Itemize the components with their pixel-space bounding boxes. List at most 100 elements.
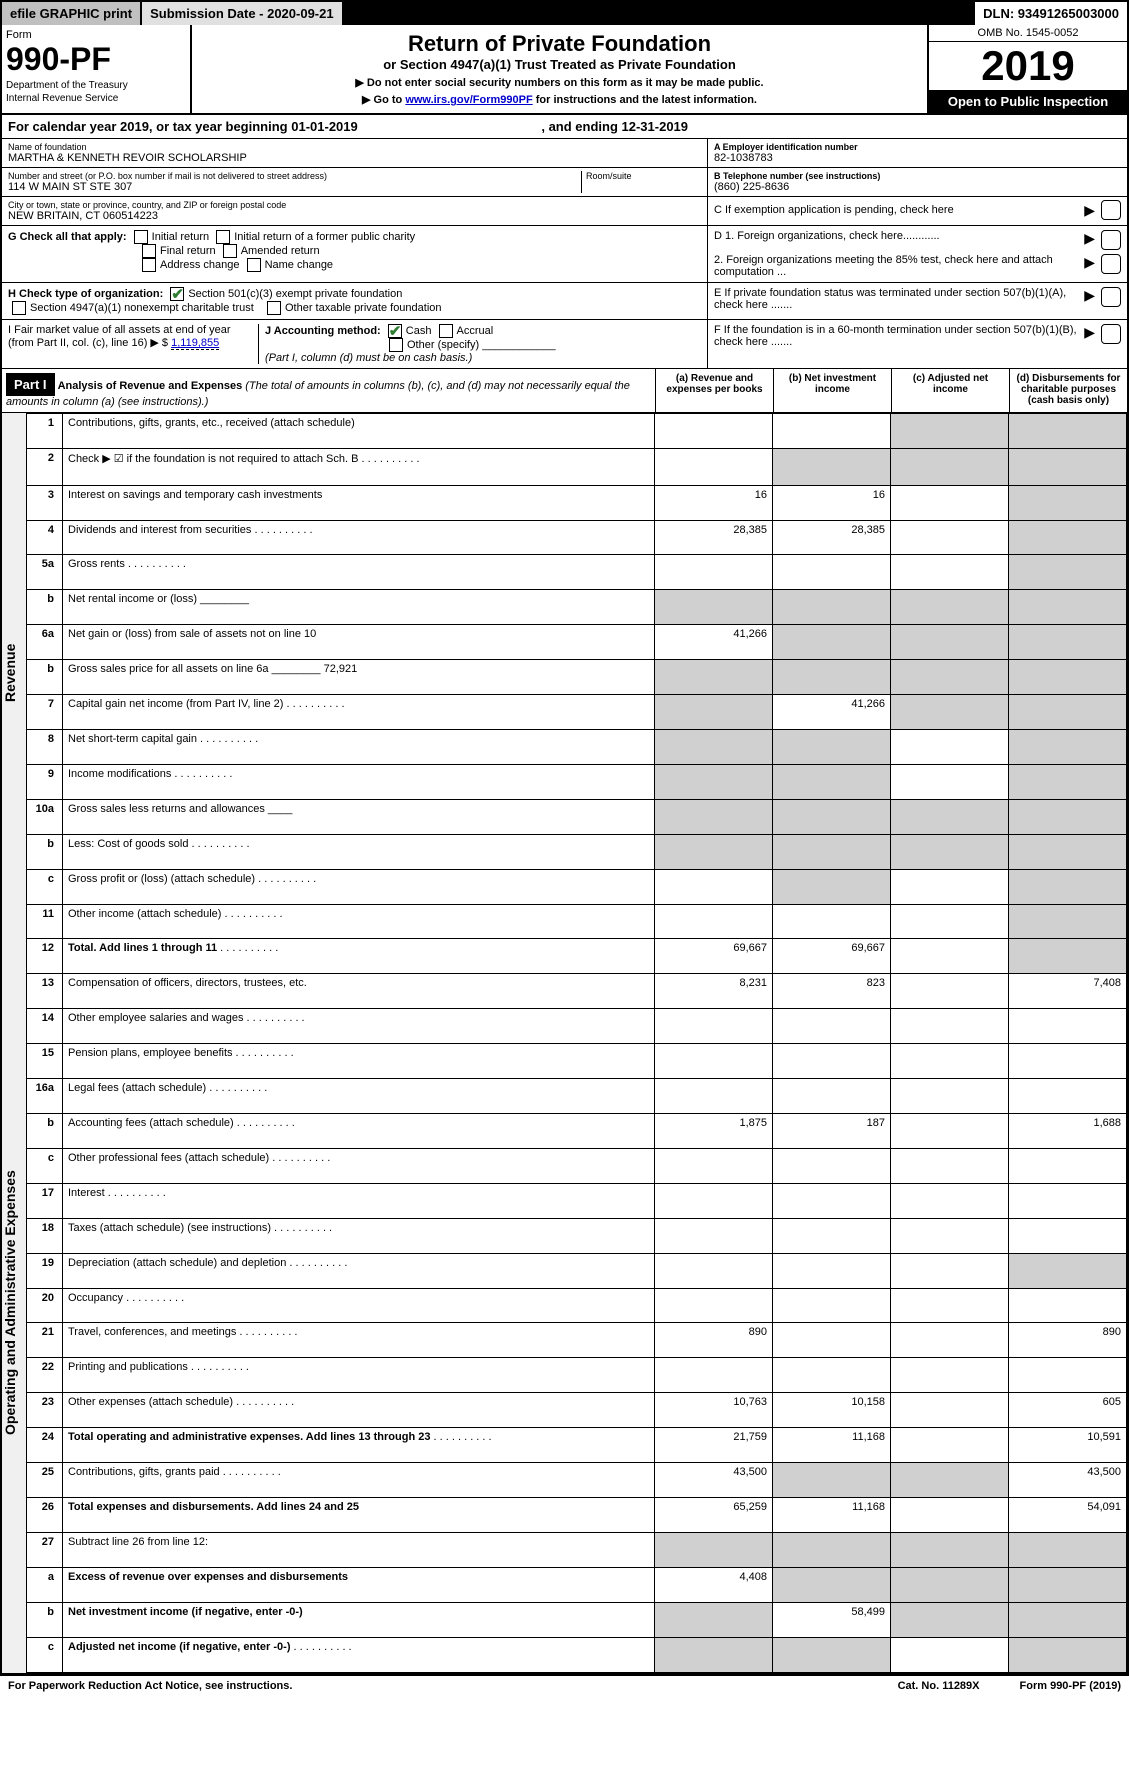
city-state-zip: NEW BRITAIN, CT 060514223 (8, 210, 701, 222)
line-amount (773, 1463, 891, 1498)
line-amount (773, 1148, 891, 1183)
line-amount: 41,266 (773, 695, 891, 730)
line-amount: 605 (1009, 1393, 1127, 1428)
line-desc: Occupancy (63, 1288, 655, 1323)
ein: 82-1038783 (714, 152, 1121, 164)
line-amount (655, 1044, 773, 1079)
line-amount (891, 485, 1009, 520)
tax-year: 2019 (929, 42, 1127, 90)
e-checkbox[interactable] (1101, 287, 1121, 307)
part1-table-wrap: Revenue Operating and Administrative Exp… (2, 413, 1127, 1673)
line-number: 7 (27, 695, 63, 730)
line-amount (1009, 1009, 1127, 1044)
line-amount (655, 1532, 773, 1567)
line-amount (891, 1497, 1009, 1532)
c-checkbox[interactable] (1101, 200, 1121, 220)
j-cash-checkbox[interactable] (388, 324, 402, 338)
line-desc: Interest (63, 1183, 655, 1218)
line-amount (891, 1009, 1009, 1044)
h-501c3-checkbox[interactable] (170, 287, 184, 301)
line-amount (1009, 869, 1127, 904)
table-row: 10aGross sales less returns and allowanc… (27, 799, 1127, 834)
line-amount: 16 (773, 485, 891, 520)
table-row: bAccounting fees (attach schedule)1,8751… (27, 1113, 1127, 1148)
line-amount (773, 834, 891, 869)
line-amount (773, 1567, 891, 1602)
line-amount: 7,408 (1009, 974, 1127, 1009)
line-amount (891, 904, 1009, 939)
d1-checkbox[interactable] (1101, 230, 1121, 250)
line-amount (891, 1532, 1009, 1567)
line-amount (891, 1044, 1009, 1079)
street-address: 114 W MAIN ST STE 307 (8, 181, 581, 193)
line-number: 11 (27, 904, 63, 939)
g-initial-former-checkbox[interactable] (216, 230, 230, 244)
room-label: Room/suite (586, 171, 701, 181)
line-desc: Check ▶ ☑ if the foundation is not requi… (63, 448, 655, 485)
line-amount (891, 625, 1009, 660)
table-row: 22Printing and publications (27, 1358, 1127, 1393)
form-label: Form (6, 29, 186, 41)
table-row: bLess: Cost of goods sold (27, 834, 1127, 869)
line-amount (891, 555, 1009, 590)
table-row: 24Total operating and administrative exp… (27, 1428, 1127, 1463)
line-number: 25 (27, 1463, 63, 1498)
j-accrual-checkbox[interactable] (439, 324, 453, 338)
g-final-checkbox[interactable] (142, 244, 156, 258)
line-amount (655, 1288, 773, 1323)
line-amount (891, 520, 1009, 555)
line-amount (891, 764, 1009, 799)
line-amount (891, 695, 1009, 730)
line-desc: Other professional fees (attach schedule… (63, 1148, 655, 1183)
line-amount (773, 1044, 891, 1079)
line-amount (655, 695, 773, 730)
line-number: 5a (27, 555, 63, 590)
line-desc: Total operating and administrative expen… (63, 1428, 655, 1463)
line-amount (773, 1253, 891, 1288)
j-label: J Accounting method: (265, 325, 381, 337)
line-amount (1009, 1079, 1127, 1114)
line-amount (1009, 1218, 1127, 1253)
irs-link[interactable]: www.irs.gov/Form990PF (405, 94, 532, 106)
line-amount (891, 939, 1009, 974)
line-desc: Travel, conferences, and meetings (63, 1323, 655, 1358)
g-address-checkbox[interactable] (142, 258, 156, 272)
title-box: Return of Private Foundation or Section … (192, 25, 927, 113)
g-initial-checkbox[interactable] (134, 230, 148, 244)
city-label: City or town, state or province, country… (8, 200, 701, 210)
j-other-checkbox[interactable] (389, 338, 403, 352)
line-desc: Taxes (attach schedule) (see instruction… (63, 1218, 655, 1253)
d2-label: 2. Foreign organizations meeting the 85%… (714, 254, 1084, 278)
line-amount (1009, 1358, 1127, 1393)
i-fmv-value[interactable]: 1,119,855 (171, 337, 219, 350)
line-number: a (27, 1567, 63, 1602)
line-amount: 43,500 (1009, 1463, 1127, 1498)
line-amount (655, 1602, 773, 1637)
efile-label[interactable]: efile GRAPHIC print (2, 2, 140, 25)
footer-left: For Paperwork Reduction Act Notice, see … (8, 1680, 292, 1692)
g-name-checkbox[interactable] (247, 258, 261, 272)
line-amount (1009, 834, 1127, 869)
h-other-checkbox[interactable] (267, 301, 281, 315)
line-desc: Total expenses and disbursements. Add li… (63, 1497, 655, 1532)
line-amount (655, 448, 773, 485)
line-desc: Gross rents (63, 555, 655, 590)
line-amount (773, 625, 891, 660)
table-row: cGross profit or (loss) (attach schedule… (27, 869, 1127, 904)
table-row: 15Pension plans, employee benefits (27, 1044, 1127, 1079)
line-number: 3 (27, 485, 63, 520)
line-amount (655, 764, 773, 799)
f-checkbox[interactable] (1101, 324, 1121, 344)
line-desc: Other expenses (attach schedule) (63, 1393, 655, 1428)
line-amount: 823 (773, 974, 891, 1009)
line-number: c (27, 1637, 63, 1672)
ein-label: A Employer identification number (714, 142, 1121, 152)
g-amended-checkbox[interactable] (223, 244, 237, 258)
line-amount: 69,667 (655, 939, 773, 974)
h-4947-checkbox[interactable] (12, 301, 26, 315)
line-number: 12 (27, 939, 63, 974)
d2-checkbox[interactable] (1101, 254, 1121, 274)
table-row: 5aGross rents (27, 555, 1127, 590)
form-number: 990-PF (6, 41, 186, 78)
line-number: 22 (27, 1358, 63, 1393)
